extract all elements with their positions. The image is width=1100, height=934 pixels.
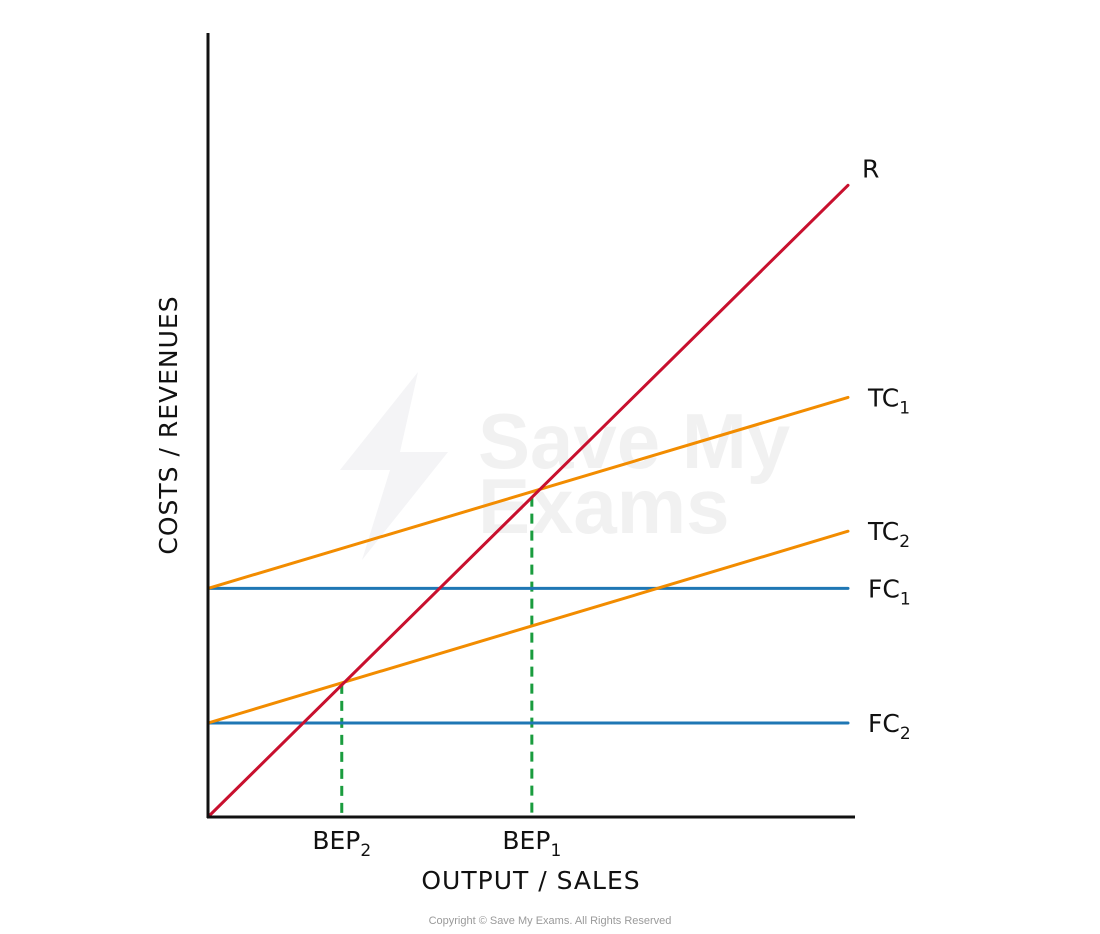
plot-area: R TC1 TC2 FC1 FC2 BEP1 BEP2 (206, 154, 911, 861)
copyright-notice: Copyright © Save My Exams. All Rights Re… (429, 915, 672, 927)
series-tc2-line (206, 529, 850, 725)
series-fc2-label: FC2 (868, 709, 911, 744)
watermark-bolt-icon (340, 372, 448, 560)
series-tc1-label: TC1 (867, 383, 910, 418)
watermark: Save My Exams (340, 372, 790, 560)
series-tc2-label: TC2 (867, 517, 910, 552)
series-r-line (206, 183, 850, 819)
series-tc1-line (206, 395, 850, 590)
x-axis-title: OUTPUT / SALES (421, 866, 640, 895)
bep1-label: BEP1 (502, 826, 561, 861)
bep2-label: BEP2 (312, 826, 371, 861)
series-fc1-label: FC1 (868, 574, 911, 609)
y-axis-title: COSTS / REVENUES (154, 295, 183, 554)
series-r-label: R (862, 154, 879, 183)
watermark-line-2: Exams (478, 462, 730, 550)
watermark-line-1: Save My (478, 397, 790, 485)
